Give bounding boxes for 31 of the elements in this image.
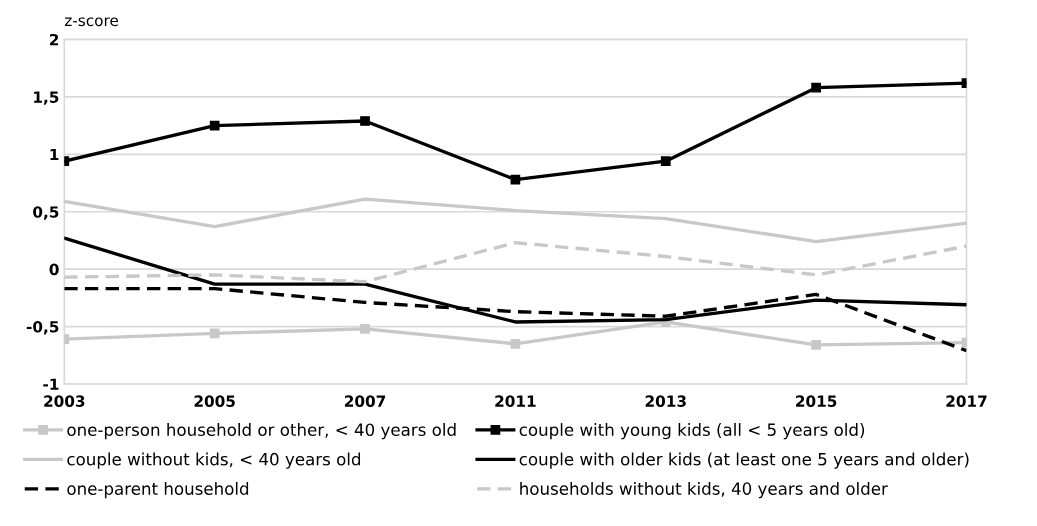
y-tick-label: 0: [49, 263, 59, 276]
legend-label: one-person household or other, < 40 years old: [67, 423, 456, 440]
x-tick-label: 2011: [495, 395, 536, 407]
x-tick-label: 2005: [194, 395, 235, 407]
y-tick-label: -1: [43, 378, 59, 390]
point: [209, 328, 220, 339]
x-tick-label: 2017: [946, 395, 987, 407]
legend-label: one-parent household: [67, 482, 249, 499]
y-tick-label: 2: [50, 33, 59, 46]
x-tick-label: 2007: [344, 395, 386, 407]
point: [360, 116, 370, 126]
legend-label: households without kids, 40 years and older: [520, 482, 888, 499]
point: [360, 323, 370, 334]
line-series: [64, 241, 967, 284]
point: [510, 338, 521, 349]
x-tick-label: 2015: [796, 395, 837, 407]
point: [660, 156, 671, 167]
y-tick-label: 0,5: [33, 206, 59, 220]
point: [811, 340, 821, 350]
point: [209, 120, 220, 131]
y-tick-label: 1: [50, 148, 59, 161]
legend-label: couple with older kids (at least one 5 years and older): [519, 452, 969, 469]
y-tick-label: -0,5: [26, 321, 59, 335]
line-series: [64, 197, 967, 244]
legend-label: couple without kids, < 40 years old: [67, 452, 361, 469]
point: [811, 82, 821, 93]
y-axis-title: z-score: [64, 17, 119, 27]
x-tick-label: 2003: [44, 395, 85, 407]
x-tick-label: 2013: [645, 395, 686, 407]
legend-label: couple with young kids (all < 5 years old): [519, 423, 865, 440]
y-tick-label: 1,5: [34, 91, 59, 105]
